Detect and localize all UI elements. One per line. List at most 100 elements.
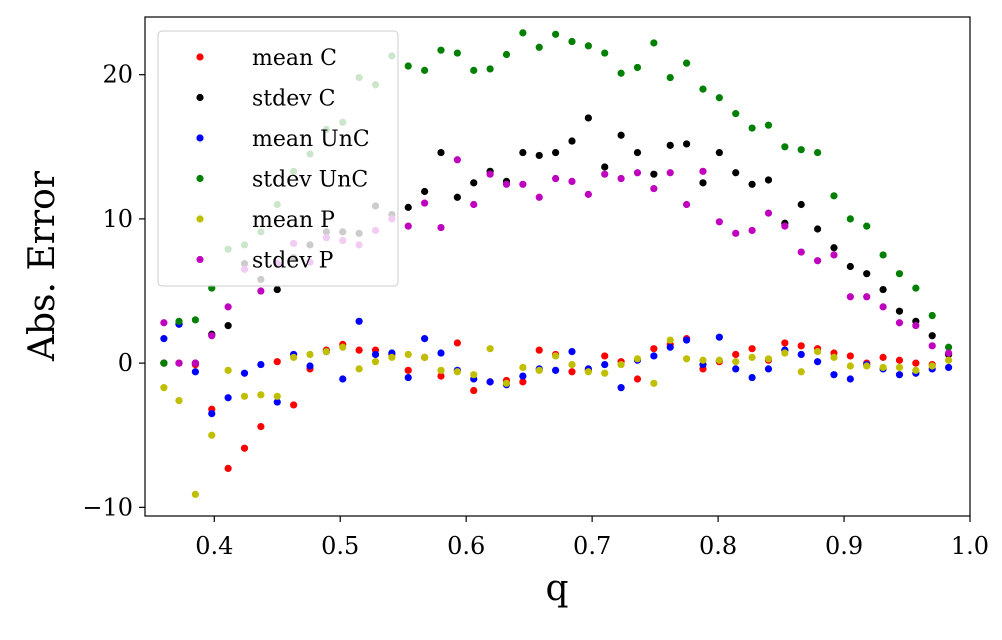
data-point <box>650 379 658 387</box>
data-point <box>732 365 740 373</box>
data-point <box>846 215 854 223</box>
data-point <box>355 317 363 325</box>
data-point <box>912 366 920 374</box>
legend-marker <box>196 53 204 61</box>
data-point <box>224 394 232 402</box>
data-point <box>470 66 478 74</box>
data-point <box>568 368 576 376</box>
data-point <box>764 176 773 184</box>
legend-marker <box>196 174 204 183</box>
data-point <box>797 350 805 359</box>
data-point <box>863 270 871 278</box>
data-point <box>371 350 380 359</box>
data-point <box>879 251 887 259</box>
data-point <box>650 39 658 47</box>
data-point <box>764 355 773 363</box>
data-point <box>453 49 461 57</box>
data-point <box>617 69 625 77</box>
data-point <box>748 345 756 353</box>
data-point <box>437 349 445 357</box>
data-point <box>944 349 953 357</box>
data-point <box>764 365 773 373</box>
x-tick-label: 1.0 <box>951 532 989 560</box>
x-axis-title: q <box>545 568 568 609</box>
data-point <box>764 209 773 217</box>
data-point <box>584 368 592 376</box>
data-point <box>895 356 904 364</box>
data-point <box>699 356 707 364</box>
data-point <box>257 360 265 369</box>
data-point <box>928 342 936 350</box>
data-point <box>568 137 576 145</box>
data-point <box>699 167 707 175</box>
data-point <box>895 270 904 278</box>
data-point <box>470 200 478 209</box>
legend-marker <box>196 215 204 223</box>
data-point <box>830 371 838 379</box>
data-point <box>552 148 560 157</box>
data-point <box>519 372 527 380</box>
data-point <box>421 66 429 74</box>
data-point <box>846 375 854 383</box>
data-point <box>290 353 298 361</box>
data-point <box>208 332 216 340</box>
data-point <box>830 353 838 361</box>
data-point <box>486 345 494 353</box>
data-point <box>535 151 543 160</box>
data-point <box>421 335 429 343</box>
data-point <box>732 350 740 359</box>
data-point <box>273 358 281 366</box>
y-axis-title: Abs. Error <box>22 170 63 362</box>
data-point <box>666 336 674 344</box>
data-point <box>633 63 642 72</box>
data-point <box>584 42 592 50</box>
data-point <box>421 187 429 196</box>
data-point <box>568 37 576 46</box>
data-point <box>650 352 658 360</box>
data-point <box>470 371 478 379</box>
data-point <box>846 262 854 271</box>
data-point <box>601 170 609 178</box>
data-point <box>502 50 511 59</box>
data-point <box>748 180 756 188</box>
data-point <box>895 319 904 327</box>
data-point <box>912 284 920 292</box>
data-point <box>732 229 740 237</box>
x-tick-label: 0.6 <box>447 532 485 560</box>
data-point <box>715 218 723 226</box>
data-point <box>666 169 674 177</box>
data-point <box>846 293 854 301</box>
data-point <box>552 174 560 183</box>
data-point <box>617 360 625 369</box>
y-tick-label: 0 <box>118 349 133 377</box>
data-point <box>486 170 494 178</box>
data-point <box>683 59 691 67</box>
x-tick-label: 0.5 <box>321 532 359 560</box>
data-point <box>355 346 363 354</box>
data-point <box>240 444 249 452</box>
data-point <box>683 336 691 344</box>
data-point <box>764 121 773 129</box>
data-point <box>257 391 265 399</box>
data-point <box>944 363 953 372</box>
y-tick-label: 10 <box>102 205 133 233</box>
data-point <box>257 287 265 295</box>
legend-label: mean UnC <box>252 127 370 152</box>
data-point <box>748 124 756 132</box>
data-point <box>781 143 789 151</box>
data-point <box>830 244 838 252</box>
data-point <box>879 303 887 311</box>
data-point <box>240 369 249 377</box>
data-point <box>306 362 314 370</box>
data-point <box>732 169 740 177</box>
data-point <box>715 148 723 157</box>
x-tick-label: 0.9 <box>825 532 863 560</box>
data-point <box>797 146 805 154</box>
data-point <box>519 363 527 372</box>
data-point <box>666 343 674 351</box>
data-point <box>208 410 216 418</box>
data-point <box>715 356 723 364</box>
data-point <box>470 179 478 187</box>
data-point <box>224 322 232 330</box>
